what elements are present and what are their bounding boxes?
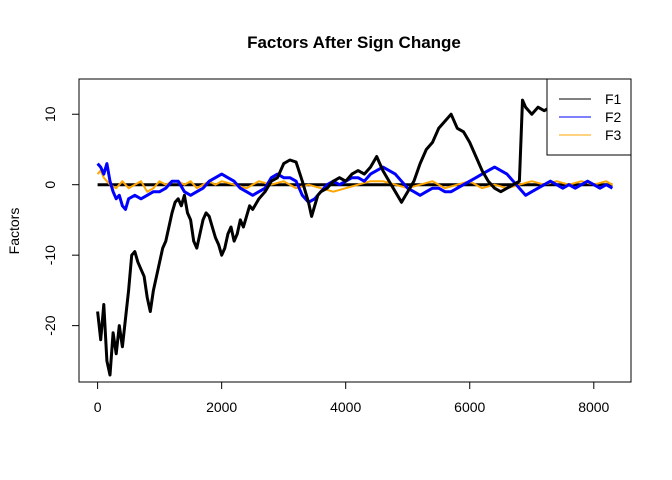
chart-title: Factors After Sign Change xyxy=(247,33,461,52)
y-axis-label: Factors xyxy=(6,208,22,255)
legend-label-f3: F3 xyxy=(605,127,622,143)
x-tick-label: 4000 xyxy=(330,399,361,415)
legend-label-f1: F1 xyxy=(605,91,622,107)
y-tick-label: 0 xyxy=(42,181,58,189)
x-tick-label: 6000 xyxy=(454,399,485,415)
y-tick-label: 10 xyxy=(42,106,58,122)
y-tick-label: -10 xyxy=(42,245,58,265)
series-layer xyxy=(96,95,614,377)
series-line-f1 xyxy=(96,95,614,377)
x-tick-label: 2000 xyxy=(206,399,237,415)
x-tick-label: 8000 xyxy=(578,399,609,415)
y-axis: -20 -10 0 10 xyxy=(42,106,80,336)
x-axis: 0 2000 4000 6000 8000 xyxy=(94,381,610,415)
x-tick-label: 0 xyxy=(94,399,102,415)
series-line-f2 xyxy=(96,162,614,211)
legend: F1 F2 F3 xyxy=(546,78,632,156)
y-tick-label: -20 xyxy=(42,315,58,335)
legend-label-f2: F2 xyxy=(605,109,622,125)
